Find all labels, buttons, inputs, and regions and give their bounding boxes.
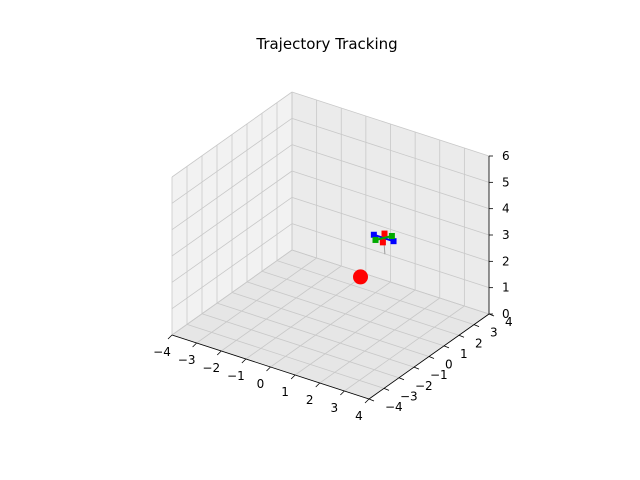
rotor-marker (370, 231, 377, 238)
rotor-marker (381, 230, 388, 237)
y-tick-mark (368, 398, 375, 402)
grid-line-z-left (171, 118, 293, 204)
grid-line-z-back (291, 117, 490, 183)
grid-line-z-back (291, 91, 490, 157)
grid-line-z-back (291, 196, 490, 262)
z-tick-label: 2 (502, 254, 510, 268)
z-tick-label: 5 (502, 175, 510, 189)
grid-line-z-left (171, 144, 293, 230)
y-tick-mark (398, 377, 405, 381)
y-tick-label: 3 (490, 326, 498, 340)
y-tick-mark (428, 356, 435, 359)
x-tick-label: 4 (355, 409, 363, 423)
z-tick-label: 4 (502, 202, 510, 216)
y-tick-label: −2 (415, 379, 433, 393)
grid-line-y-floor (201, 313, 400, 379)
grid-line-z-left (171, 223, 293, 309)
plot-marks (353, 230, 397, 285)
rotor-marker (372, 236, 379, 243)
y-tick-mark (473, 324, 480, 327)
x-tick-label: 1 (281, 385, 289, 399)
z-tick-label: 1 (502, 281, 510, 295)
rotor-marker (379, 239, 386, 246)
x-tick-mark (290, 374, 296, 380)
y-tick-label: −3 (400, 389, 418, 403)
grid-line-z-back (291, 170, 490, 236)
grid-line-z-left (171, 249, 293, 336)
grid-line-y-floor (186, 323, 385, 389)
z-tick-label: 3 (502, 228, 510, 242)
y-tick-label: 4 (505, 315, 513, 329)
y-tick-label: 2 (475, 336, 483, 350)
grid-line-z-left (171, 197, 293, 283)
x-tick-mark (364, 398, 370, 404)
y-tick-mark (383, 388, 390, 391)
y-tick-mark (443, 345, 450, 349)
x-tick-mark (315, 382, 321, 388)
grid-line-z-back (291, 223, 490, 289)
y-tick-label: 1 (460, 347, 468, 361)
x-tick-label: −4 (153, 345, 171, 359)
grid-line-y-floor (246, 281, 445, 347)
x-tick-mark (216, 350, 222, 356)
rotor-marker (388, 232, 395, 239)
x-tick-mark (266, 366, 271, 372)
y-tick-mark (413, 366, 420, 370)
x-tick-label: −3 (178, 353, 196, 367)
grid-line-y-floor (216, 302, 415, 368)
grid-line-y-floor (231, 292, 430, 357)
y-tick-label: −1 (430, 368, 448, 382)
y-tick-label: −4 (385, 400, 403, 414)
x-tick-mark (340, 390, 345, 396)
y-tick-mark (458, 334, 465, 338)
z-tick-label: 6 (502, 149, 510, 163)
target-point-marker (353, 269, 368, 285)
x-tick-mark (192, 342, 197, 348)
z-tick-label: 0 (502, 307, 510, 321)
x-tick-label: −2 (202, 361, 220, 375)
grid-line-y-floor (276, 260, 475, 326)
grid-line-y-floor (261, 270, 460, 336)
x-tick-label: 3 (331, 401, 339, 415)
x-tick-label: 2 (306, 393, 314, 407)
grid-line-z-back (291, 144, 490, 210)
chart-title: Trajectory Tracking (255, 35, 397, 53)
grid-line-z-left (171, 170, 293, 257)
x-tick-label: 0 (257, 377, 265, 391)
grid-line-z-left (171, 91, 293, 178)
x-tick-label: −1 (227, 369, 245, 383)
rotor-marker (390, 238, 397, 245)
x-tick-mark (167, 334, 173, 340)
y-tick-label: 0 (445, 358, 453, 372)
x-tick-mark (241, 358, 247, 364)
grid-line-z-back (291, 249, 490, 315)
axes-grid (171, 91, 490, 400)
